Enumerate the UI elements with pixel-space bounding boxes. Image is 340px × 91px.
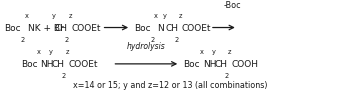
Text: z: z	[228, 49, 232, 55]
Text: NH: NH	[40, 60, 54, 69]
Text: CH: CH	[165, 24, 178, 33]
Text: 2: 2	[174, 37, 179, 43]
Text: z: z	[65, 49, 69, 55]
Text: COOH: COOH	[231, 60, 258, 69]
Text: Boc: Boc	[184, 60, 200, 69]
Text: 2: 2	[65, 37, 69, 43]
Text: x=14 or 15; y and z=12 or 13 (all combinations): x=14 or 15; y and z=12 or 13 (all combin…	[73, 81, 267, 90]
Text: 2: 2	[224, 73, 228, 79]
Text: x: x	[154, 13, 158, 19]
Text: -Boc: -Boc	[224, 1, 241, 10]
Text: 2: 2	[62, 73, 66, 79]
Text: x: x	[24, 13, 28, 19]
Text: x: x	[37, 49, 41, 55]
Text: CH: CH	[52, 60, 65, 69]
Text: COOEt: COOEt	[72, 24, 101, 33]
Text: 2: 2	[150, 37, 154, 43]
Text: y: y	[163, 13, 166, 19]
Text: COOEt: COOEt	[69, 60, 98, 69]
Text: z: z	[178, 13, 182, 19]
Text: hydrolysis: hydrolysis	[127, 42, 166, 51]
Text: Boc: Boc	[134, 24, 150, 33]
Text: CH: CH	[214, 60, 227, 69]
Text: N: N	[157, 24, 164, 33]
Text: NH: NH	[203, 60, 216, 69]
Text: 2: 2	[20, 37, 24, 43]
Text: Boc: Boc	[21, 60, 38, 69]
Text: NK + Br: NK + Br	[28, 24, 64, 33]
Text: y: y	[49, 49, 53, 55]
Text: y: y	[52, 13, 56, 19]
Text: COOEt: COOEt	[182, 24, 211, 33]
Text: Boc: Boc	[4, 24, 21, 33]
Text: y: y	[211, 49, 216, 55]
Text: CH: CH	[55, 24, 68, 33]
Text: z: z	[68, 13, 72, 19]
Text: x: x	[200, 49, 204, 55]
